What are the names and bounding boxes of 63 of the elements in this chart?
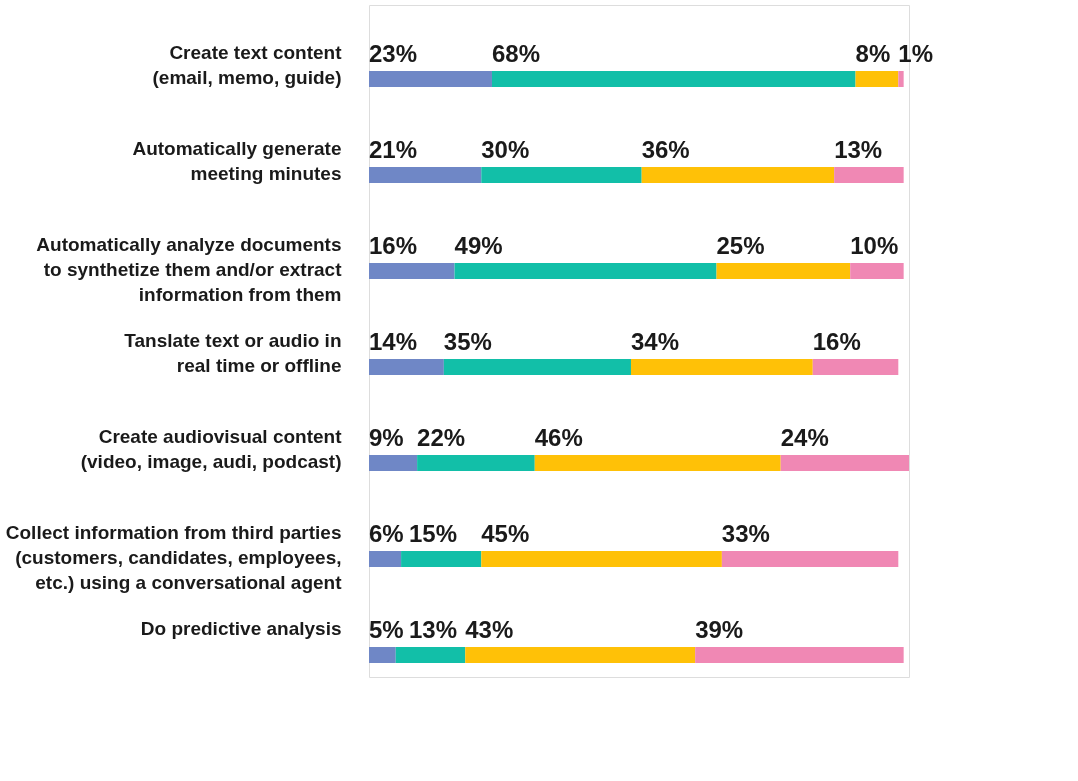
data-label: 45% (481, 520, 530, 547)
bar (898, 71, 904, 87)
data-label: 25% (716, 232, 765, 259)
data-label: 1% (898, 40, 933, 67)
data-label: 22% (417, 424, 466, 451)
y-tick-label: Automatically generate meeting minutes (132, 138, 342, 184)
bar (369, 647, 396, 663)
bar (721, 551, 899, 567)
bar (641, 167, 835, 183)
y-tick-label: Collect information from third parties (customers, candidates, employees, etc.) using a conversational agent (5, 522, 343, 593)
data-label: 34% (630, 328, 680, 355)
bar (369, 359, 444, 375)
data-label: 30% (481, 136, 530, 163)
bar (481, 167, 642, 183)
bar (369, 263, 455, 279)
data-label: 13% (834, 136, 883, 163)
bar (369, 551, 402, 567)
data-label: 16% (369, 232, 418, 259)
data-label: 39% (695, 616, 744, 643)
bar (855, 71, 899, 87)
y-tick-label: Automatically analyze documents to synthetize them and/or extract information from them (36, 234, 343, 305)
data-label: 13% (409, 616, 458, 643)
bar (695, 647, 904, 663)
data-label: 33% (721, 520, 770, 547)
data-label: 9% (369, 424, 404, 451)
data-label: 21% (369, 136, 418, 163)
data-label: 23% (369, 40, 418, 67)
data-label: 10% (850, 232, 899, 259)
data-label: 24% (780, 424, 829, 451)
bar (534, 455, 781, 471)
bar (395, 647, 466, 663)
bar (369, 71, 492, 87)
bar (491, 71, 856, 87)
data-label: 35% (443, 328, 492, 355)
data-label: 36% (641, 136, 690, 163)
y-tick-label: Tanslate text or audio in real time or offline (124, 330, 342, 376)
bar (465, 647, 696, 663)
data-label: 8% (855, 40, 891, 67)
data-label: 46% (534, 424, 583, 451)
bar (481, 551, 722, 567)
data-label: 6% (369, 520, 404, 547)
bar (369, 455, 418, 471)
bar (417, 455, 535, 471)
bar (780, 455, 909, 471)
data-label: 49% (454, 232, 503, 259)
y-tick-label: Do predictive analysis (140, 618, 342, 639)
bar (443, 359, 631, 375)
bar (812, 359, 899, 375)
bar (401, 551, 482, 567)
bar (834, 167, 904, 183)
bar (716, 263, 851, 279)
bar (454, 263, 717, 279)
data-label: 15% (409, 520, 458, 547)
bar (630, 359, 813, 375)
y-tick-label: Create text content (email, memo, guide) (152, 42, 343, 88)
bar (369, 167, 482, 183)
data-label: 5% (369, 616, 404, 643)
data-label: 43% (465, 616, 514, 643)
data-label: 16% (812, 328, 861, 355)
data-label: 14% (369, 328, 418, 355)
bar (850, 263, 904, 279)
y-tick-label: Create audiovisual content (video, image, audi, podcast) (80, 426, 343, 472)
data-label: 68% (491, 40, 541, 67)
